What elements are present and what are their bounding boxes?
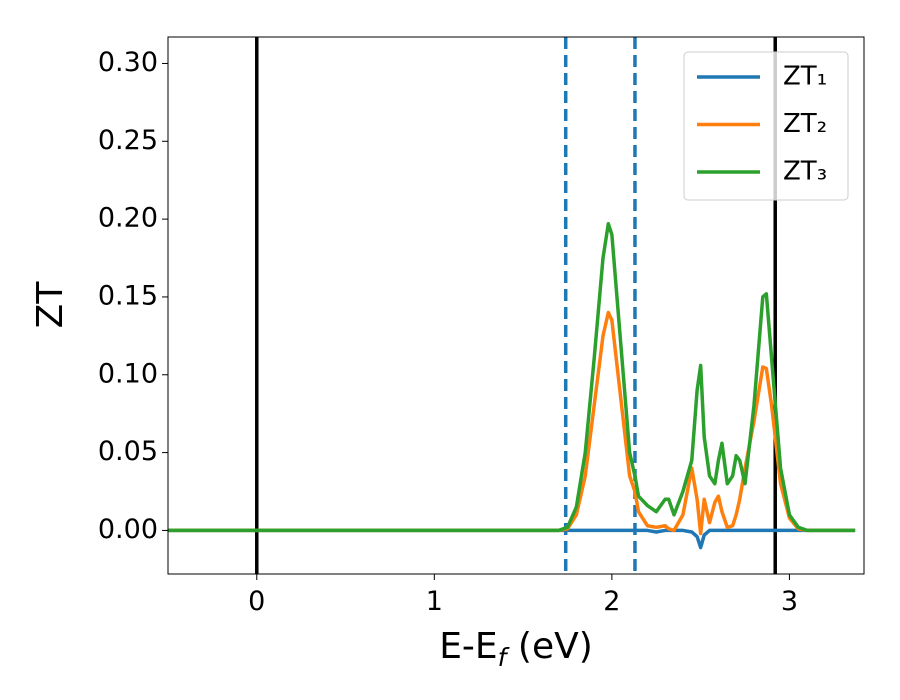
- legend-label: ZT₁: [783, 62, 827, 92]
- y-tick-label: 0.25: [98, 125, 158, 156]
- y-axis-label: ZT: [30, 281, 71, 329]
- x-tick-label: 1: [426, 586, 443, 617]
- y-tick-label: 0.30: [98, 47, 158, 78]
- series-line: [168, 310, 856, 536]
- y-tick-label: 0.20: [98, 203, 158, 234]
- y-tick-label: 0.05: [98, 436, 158, 467]
- x-tick-label: 2: [603, 586, 620, 617]
- y-tick-label: 0.15: [98, 280, 158, 311]
- x-tick-label: 3: [781, 586, 798, 617]
- x-tick-label: 0: [248, 586, 265, 617]
- x-label-part: E-E: [439, 626, 497, 667]
- legend-label: ZT₃: [783, 157, 827, 187]
- x-label-part: (eV): [506, 626, 592, 667]
- legend-label: ZT₂: [783, 109, 827, 139]
- legend: ZT₁ ZT₂ ZT₃: [683, 51, 849, 201]
- y-tick-label: 0.00: [98, 514, 158, 545]
- series-line: [168, 528, 856, 550]
- axes-frame: [167, 36, 865, 575]
- y-tick-label: 0.10: [98, 358, 158, 389]
- series-line: [168, 222, 856, 533]
- legend-box: [683, 51, 849, 201]
- x-axis-label: E-Ef (eV): [439, 626, 593, 672]
